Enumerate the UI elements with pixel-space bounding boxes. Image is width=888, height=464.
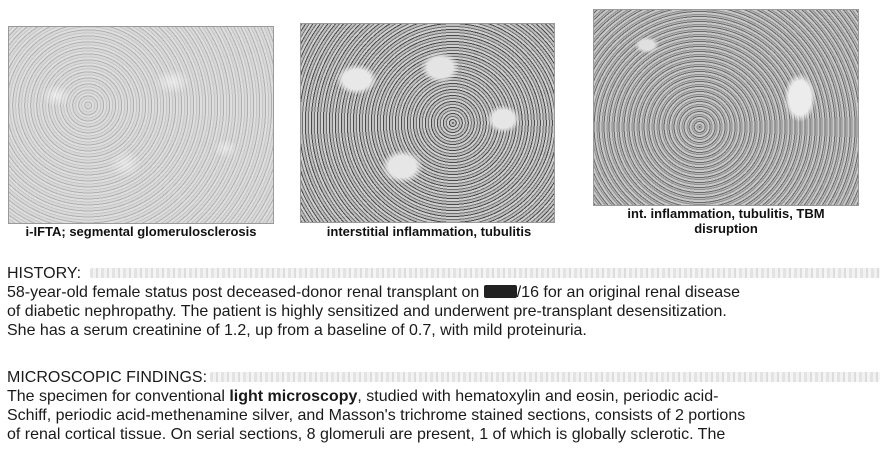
microscopic-line-2: Schiff, periodic acid-methenamine silver… — [7, 407, 746, 424]
microscopic-line-1: The specimen for conventional light micr… — [7, 387, 718, 406]
history-line-2: of diabetic nephropathy. The patient is … — [7, 303, 727, 320]
light-microscopy-term: light microscopy — [229, 388, 358, 405]
micrograph-interstitial-inflammation — [300, 23, 555, 223]
micrograph-tbm-disruption — [593, 9, 859, 206]
microscopic-heading-bar — [210, 372, 880, 382]
history-line-3: She has a serum creatinine of 1.2, up fr… — [7, 322, 587, 339]
micrograph-ifta — [8, 26, 274, 224]
redaction-mark — [483, 285, 517, 298]
figure-caption-2: interstitial inflammation, tubulitis — [326, 224, 532, 239]
history-line-1: 58-year-old female status post deceased-… — [7, 283, 740, 302]
history-line-1-end: /16 for an original renal disease — [516, 284, 740, 301]
microscopic-line-1-end: , studied with hematoxylin and eosin, pe… — [357, 388, 719, 405]
microscopic-line-3: of renal cortical tissue. On serial sect… — [7, 426, 726, 443]
history-heading-bar — [90, 268, 880, 278]
history-line-1-start: 58-year-old female status post deceased-… — [7, 284, 484, 301]
history-heading: HISTORY: — [7, 265, 82, 282]
figure-caption-1: i-IFTA; segmental glomerulosclerosis — [25, 224, 257, 239]
microscopic-line-1-start: The specimen for conventional — [7, 388, 230, 405]
figure-caption-3-line2: disruption — [694, 221, 758, 236]
microscopic-heading: MICROSCOPIC FINDINGS: — [7, 369, 208, 386]
figure-caption-3-line1: int. inflammation, tubulitis, TBM — [627, 206, 825, 221]
